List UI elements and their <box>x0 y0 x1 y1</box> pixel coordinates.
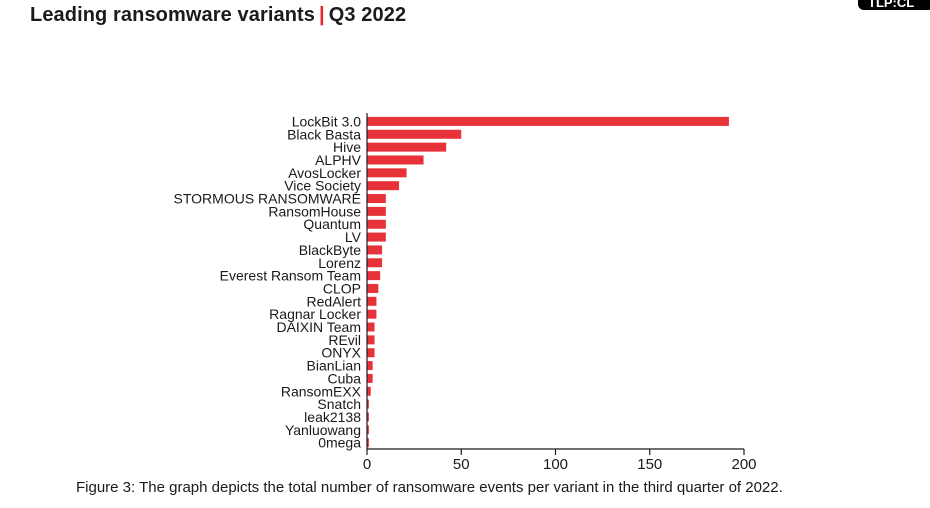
bar-vice-society <box>367 181 400 191</box>
bar-onyx <box>367 348 375 358</box>
category-label: Lorenz <box>318 255 361 271</box>
bar-clop <box>367 283 379 293</box>
bar-lockbit-3-0 <box>367 116 729 126</box>
x-tick-label: 50 <box>453 456 470 473</box>
category-label: BlackByte <box>299 242 361 258</box>
tlp-badge: TLP:CL <box>858 0 930 10</box>
bar-bianlian <box>367 361 373 371</box>
bar-daixin-team <box>367 322 375 332</box>
bar-ransomexx <box>367 386 371 396</box>
chart-period: Q3 2022 <box>328 4 407 26</box>
bar-revil <box>367 335 375 345</box>
category-label: Hive <box>333 139 361 155</box>
bar-stormous-ransomware <box>367 194 386 204</box>
category-label: LockBit 3.0 <box>292 113 361 129</box>
category-label: AvosLocker <box>288 165 361 181</box>
category-label: RedAlert <box>307 293 362 309</box>
bar-yanluowang <box>367 425 369 435</box>
category-label: Yanluowang <box>285 422 361 438</box>
category-label: REvil <box>328 332 361 348</box>
bar-lv <box>367 232 386 242</box>
bars-group <box>367 116 729 448</box>
category-label: Everest Ransom Team <box>220 268 361 284</box>
category-label: 0mega <box>318 435 361 451</box>
bar-blackbyte <box>367 245 383 255</box>
title-separator: | <box>319 4 325 26</box>
category-label: LV <box>345 229 362 245</box>
category-label: leak2138 <box>304 409 361 425</box>
x-tick-label: 100 <box>543 456 568 473</box>
axes-group: 0 50 100 150 200 <box>363 113 757 473</box>
bar-quantum <box>367 219 386 229</box>
x-tick-label: 200 <box>731 456 756 473</box>
category-label: RansomEXX <box>281 383 362 399</box>
category-label: ALPHV <box>315 152 362 168</box>
bar-0mega <box>367 438 369 448</box>
bar-avoslocker <box>367 168 407 178</box>
category-label: RansomHouse <box>268 203 361 219</box>
category-label: CLOP <box>323 280 361 296</box>
category-label: Quantum <box>303 216 361 232</box>
category-label: BianLian <box>307 358 362 374</box>
x-tick-label: 150 <box>637 456 662 473</box>
bar-leak2138 <box>367 412 369 422</box>
x-tick-label: 0 <box>363 456 371 473</box>
category-label: Black Basta <box>287 126 361 142</box>
bar-ragnar-locker <box>367 309 377 319</box>
category-label: Ragnar Locker <box>269 306 361 322</box>
category-label: DAIXIN Team <box>276 319 361 335</box>
category-label: ONYX <box>321 345 361 361</box>
bar-alphv <box>367 155 424 165</box>
bar-snatch <box>367 399 369 409</box>
chart-header: Leading ransomware variants | Q3 2022 <box>30 4 406 27</box>
bar-redalert <box>367 296 377 306</box>
bar-ransomhouse <box>367 206 386 216</box>
chart-title: Leading ransomware variants <box>30 4 316 26</box>
bar-everest-ransom-team <box>367 271 381 281</box>
bar-lorenz <box>367 258 383 268</box>
bar-cuba <box>367 373 373 383</box>
figure-caption: Figure 3: The graph depicts the total nu… <box>76 479 783 496</box>
category-label: STORMOUS RANSOMWARE <box>174 191 361 207</box>
bar-black-basta <box>367 129 462 139</box>
category-label: Vice Society <box>284 178 361 194</box>
bar-hive <box>367 142 447 152</box>
category-label: Cuba <box>328 370 362 386</box>
category-label: Snatch <box>317 396 361 412</box>
